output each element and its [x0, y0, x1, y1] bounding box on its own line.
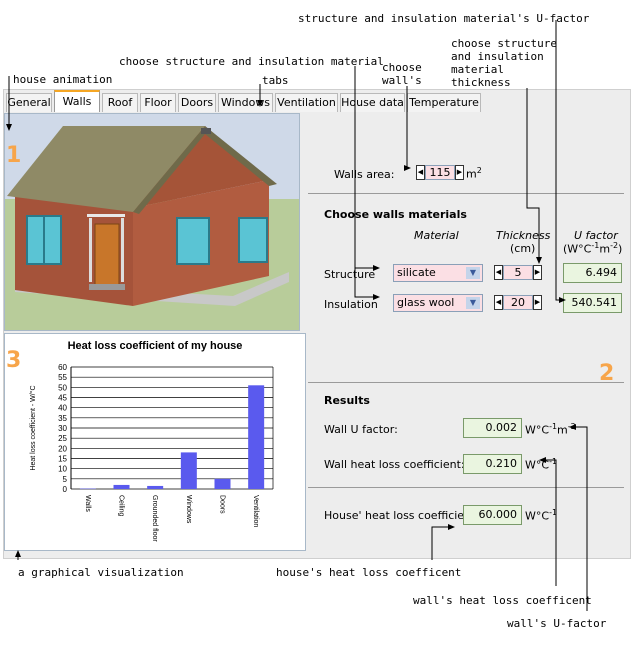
- insulation-label: Insulation: [324, 298, 378, 311]
- col-material-header: Material: [414, 229, 459, 242]
- wall-ufactor-output: 0.002: [463, 418, 522, 438]
- panel-number-2: 2: [599, 361, 615, 386]
- walls-area-increase-button[interactable]: ▶: [455, 165, 464, 180]
- walls-area-decrease-button[interactable]: ◀: [416, 165, 425, 180]
- wall-heat-loss-output: 0.210: [463, 454, 522, 474]
- house-heat-loss-output: 60.000: [463, 505, 522, 525]
- bar: [79, 488, 96, 490]
- tab-floor[interactable]: Floor: [140, 93, 176, 112]
- y-tick-label: 15: [58, 455, 67, 464]
- y-tick-label: 20: [58, 444, 67, 453]
- walls-area-input[interactable]: 115: [425, 165, 455, 180]
- house-animation-panel: [4, 113, 300, 331]
- y-tick-label: 25: [58, 434, 67, 443]
- chart-title: Heat loss coefficient of my house: [68, 340, 243, 352]
- tab-ventilation[interactable]: Ventilation: [275, 93, 338, 112]
- col-ufactor-unit: (W°C-1m-2): [563, 241, 623, 256]
- house-heat-loss-label: House' heat loss coefficient:: [324, 509, 480, 522]
- y-tick-label: 55: [58, 373, 67, 382]
- separator: [308, 193, 624, 194]
- annotation-thickness: choose structure and insulation material…: [451, 37, 557, 89]
- y-tick-label: 60: [58, 363, 67, 372]
- x-tick-label: Ventilation: [252, 495, 259, 527]
- y-tick-label: 50: [58, 383, 67, 392]
- structure-thickness-decrease-button[interactable]: ◀: [494, 265, 503, 280]
- separator: [308, 487, 624, 488]
- tab-walls[interactable]: Walls: [54, 90, 100, 112]
- annotation-graphical: a graphical visualization: [18, 566, 184, 579]
- structure-thickness-input[interactable]: 5: [503, 265, 533, 280]
- chevron-down-icon: ▼: [466, 297, 480, 309]
- y-axis-label: Heat loss coefficient - W/°C: [29, 385, 37, 470]
- bar: [248, 385, 265, 489]
- separator: [308, 382, 624, 383]
- x-tick-label: Windows: [185, 495, 192, 524]
- y-tick-label: 5: [63, 475, 68, 484]
- chevron-down-icon: ▼: [466, 267, 480, 279]
- annotation-house-animation: house animation: [13, 73, 113, 86]
- annotation-house-heat-loss: house's heat loss coefficent: [276, 566, 462, 579]
- bar: [180, 452, 197, 489]
- x-tick-label: Doors: [219, 495, 226, 514]
- insulation-thickness-input[interactable]: 20: [503, 295, 533, 310]
- walls-area-label: Walls area:: [334, 168, 395, 181]
- y-tick-label: 45: [58, 394, 67, 403]
- tab-roof[interactable]: Roof: [102, 93, 138, 112]
- structure-label: Structure: [324, 268, 376, 281]
- results-title: Results: [324, 394, 370, 407]
- bar: [113, 484, 130, 489]
- wall-ufactor-label: Wall U factor:: [324, 423, 398, 436]
- insulation-ufactor-output: 540.541: [563, 293, 622, 313]
- x-tick-label: Grounded floor: [151, 495, 158, 542]
- insulation-thickness-increase-button[interactable]: ▶: [533, 295, 542, 310]
- structure-material-select[interactable]: silicate ▼: [393, 264, 483, 282]
- tab-house-data[interactable]: House data: [340, 93, 405, 112]
- tab-temperature[interactable]: Temperature: [407, 93, 481, 112]
- annotation-wall-u-factor: wall's U-factor: [507, 617, 607, 630]
- walls-area-unit: m2: [466, 166, 482, 181]
- annotation-tabs: tabs: [262, 74, 289, 87]
- insulation-thickness-decrease-button[interactable]: ◀: [494, 295, 503, 310]
- tab-general[interactable]: General: [6, 93, 52, 112]
- annotation-wall-heat-loss: wall's heat loss coefficent: [413, 594, 592, 607]
- wall-heat-loss-label: Wall heat loss coefficient:: [324, 458, 465, 471]
- y-tick-label: 40: [58, 404, 67, 413]
- annotation-choose-structure: choose structure and insulation material: [119, 55, 384, 68]
- y-tick-label: 10: [58, 465, 67, 474]
- tab-doors[interactable]: Doors: [178, 93, 216, 112]
- annotation-u-factor-top: structure and insulation material's U-fa…: [298, 12, 590, 25]
- panel-number-1: 1: [6, 143, 22, 168]
- house-illustration: [5, 114, 299, 330]
- house-heat-loss-unit: W°C-1: [525, 508, 558, 523]
- y-tick-label: 35: [58, 414, 67, 423]
- col-thickness-unit: (cm): [510, 242, 536, 255]
- bar: [214, 478, 231, 489]
- y-tick-label: 0: [63, 485, 68, 494]
- panel-number-3: 3: [6, 348, 22, 373]
- y-tick-label: 30: [58, 424, 67, 433]
- wall-heat-loss-unit: W°C-1: [525, 457, 558, 472]
- x-tick-label: Walls: [84, 495, 91, 512]
- structure-ufactor-output: 6.494: [563, 263, 622, 283]
- tab-windows[interactable]: Windows: [218, 93, 273, 112]
- chart-panel: Heat loss coefficient of my house 0 5 10 15 2…: [4, 333, 306, 551]
- insulation-material-select[interactable]: glass wool ▼: [393, 294, 483, 312]
- x-tick-label: Ceiling: [118, 495, 125, 517]
- materials-title: Choose walls materials: [324, 208, 467, 221]
- col-ufactor-header: U factor: [574, 229, 618, 242]
- bar: [147, 485, 164, 489]
- structure-thickness-increase-button[interactable]: ▶: [533, 265, 542, 280]
- col-thickness-header: Thickness: [496, 229, 551, 242]
